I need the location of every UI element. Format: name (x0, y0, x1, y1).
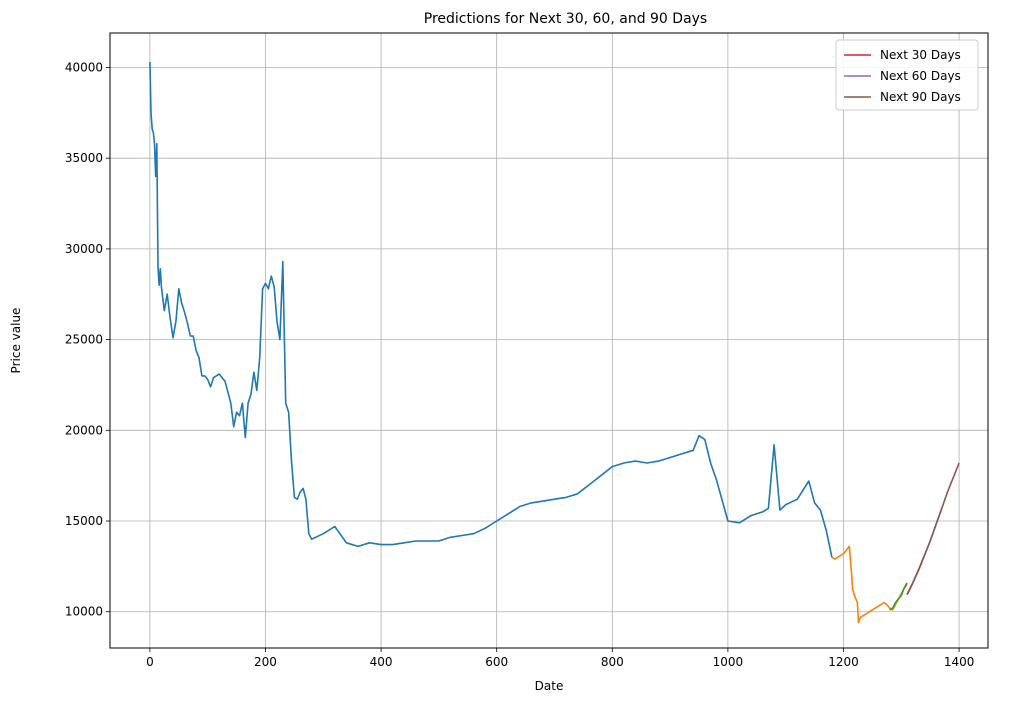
x-tick-label: 600 (485, 655, 508, 669)
x-tick-label: 1000 (713, 655, 744, 669)
y-axis-label: Price value (9, 308, 23, 374)
legend: Next 30 Days Next 60 Days Next 90 Days (835, 39, 979, 111)
y-tick-label: 35000 (65, 151, 103, 165)
series-line-2 (889, 582, 908, 611)
plot-frame (109, 32, 989, 649)
y-axis: 10000 15000 20000 25000 30000 35000 40000 (65, 60, 110, 619)
x-tick-label: 200 (254, 655, 277, 669)
series-line-1 (831, 545, 908, 624)
y-tick-label: 20000 (65, 423, 103, 437)
legend-box (835, 39, 979, 111)
legend-item: Next 90 Days (880, 90, 961, 104)
y-tick-label: 30000 (65, 242, 103, 256)
y-tick-label: 40000 (65, 60, 103, 74)
x-tick-label: 800 (601, 655, 624, 669)
legend-item: Next 60 Days (880, 69, 961, 83)
x-tick-label: 400 (370, 655, 393, 669)
chart-title: Predictions for Next 30, 60, and 90 Days (424, 11, 707, 27)
x-tick-label: 1200 (828, 655, 859, 669)
grid (110, 33, 988, 648)
legend-item: Next 30 Days (880, 48, 961, 62)
y-tick-label: 15000 (65, 514, 103, 528)
y-tick-label: 25000 (65, 333, 103, 347)
x-axis-label: Date (535, 679, 564, 693)
series-line-0 (149, 61, 833, 558)
series-line-5 (906, 462, 960, 595)
x-tick-label: 0 (146, 655, 154, 669)
x-tick-label: 1400 (944, 655, 975, 669)
y-tick-label: 10000 (65, 605, 103, 619)
plot-area (149, 61, 960, 624)
x-axis: 0 200 400 600 800 1000 1200 1400 (146, 648, 974, 669)
